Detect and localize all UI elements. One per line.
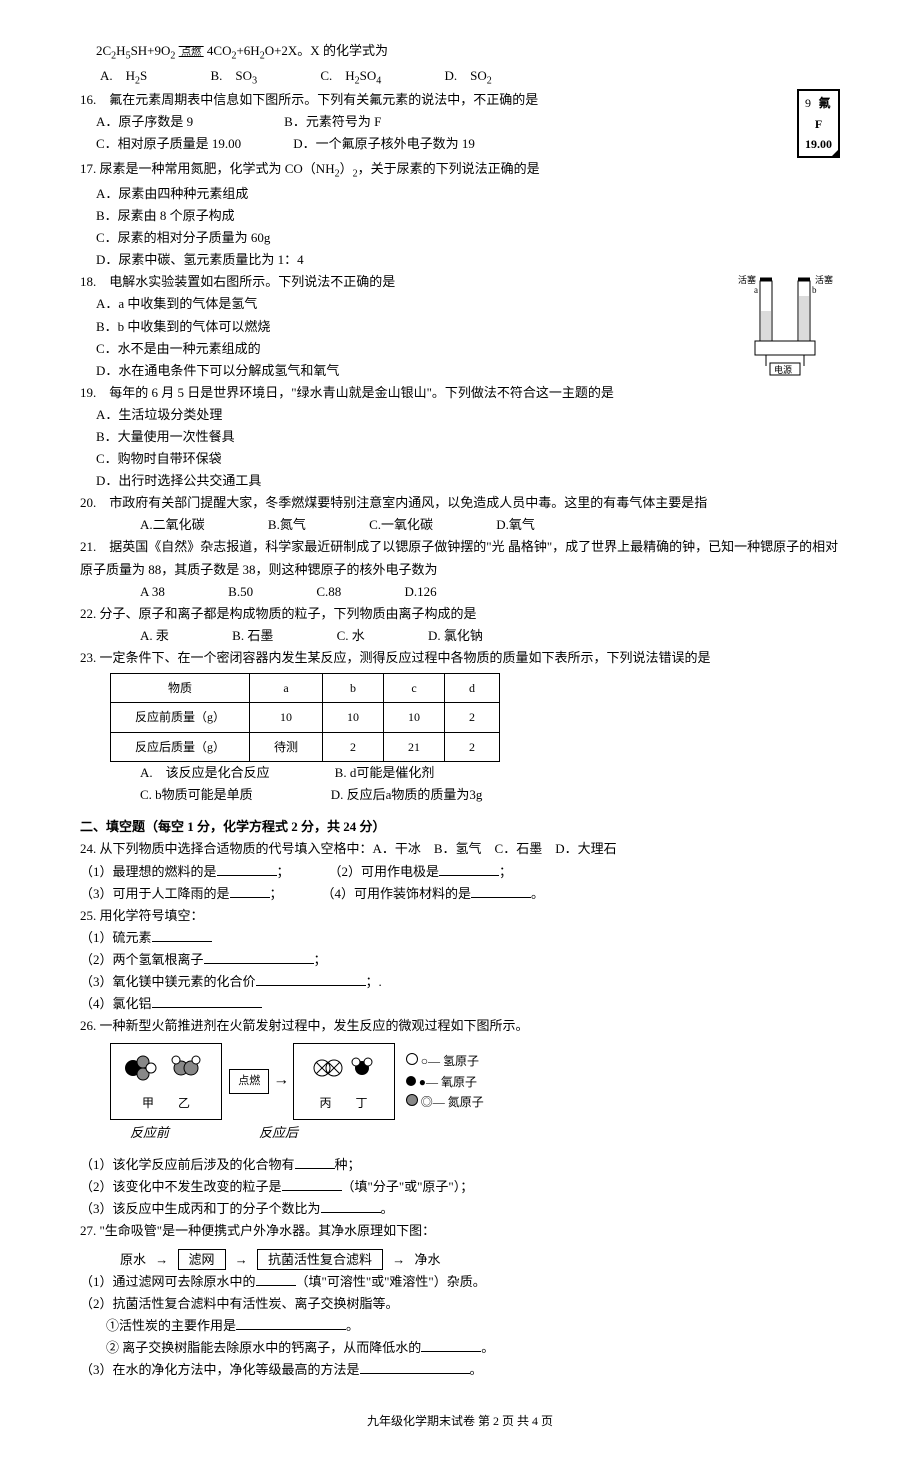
- page-footer: 九年级化学期末试卷 第 2 页 共 4 页: [80, 1411, 840, 1431]
- q24-text: 24. 从下列物质中选择合适物质的代号填入空格中：A．干冰 B．氢气 C．石墨 …: [80, 838, 840, 860]
- q16-opts: A．原子序数是 9 B．元素符号为 F C．相对原子质量是 19.00 D．一个…: [80, 111, 840, 155]
- q21-text: 21. 据英国《自然》杂志报道，科学家最近研制成了以锶原子做钟摆的"光 晶格钟"…: [80, 536, 840, 580]
- q23-table: 物质 a b c d 反应前质量（g）1010102 反应后质量（g）待测221…: [110, 673, 500, 762]
- q24-parts: （1）最理想的燃料的是； （2）可用作电极是； （3）可用于人工降雨的是； （4…: [80, 861, 840, 905]
- q19-text: 19. 每年的 6 月 5 日是世界环境日，"绿水青山就是金山银山"。下列做法不…: [80, 382, 840, 404]
- q23-text: 23. 一定条件下、在一个密闭容器内发生某反应，测得反应过程中各物质的质量如下表…: [80, 647, 840, 669]
- q21-opts: A 38 B.50 C.88 D.126: [80, 581, 840, 603]
- q22-opts: A. 汞 B. 石墨 C. 水 D. 氯化钠: [80, 625, 840, 647]
- svg-text:活塞: 活塞: [815, 274, 833, 285]
- q23-opts: A. 该反应是化合反应 B. d可能是催化剂 C. b物质可能是单质 D. 反应…: [80, 762, 840, 806]
- q18-text: 18. 电解水实验装置如右图所示。下列说法不正确的是: [80, 271, 840, 293]
- q26-parts: （1）该化学反应前后涉及的化合物有种； （2）该变化中不发生改变的粒子是（填"分…: [80, 1154, 840, 1220]
- q26-text: 26. 一种新型火箭推进剂在火箭发射过程中，发生反应的微观过程如下图所示。: [80, 1015, 840, 1037]
- q22-text: 22. 分子、原子和离子都是构成物质的粒子，下列物质由离子构成的是: [80, 603, 840, 625]
- q20-text: 20. 市政府有关部门提醒大家，冬季燃煤要特别注意室内通风，以免造成人员中毒。这…: [80, 492, 840, 514]
- q25-parts: （1）硫元素 （2）两个氢氧根离子； （3）氧化镁中镁元素的化合价；. （4）氯…: [80, 927, 840, 1015]
- q25-text: 25. 用化学符号填空：: [80, 905, 840, 927]
- section2-title: 二、填空题（每空 1 分，化学方程式 2 分，共 24 分）: [80, 816, 840, 838]
- flowchart: 原水 → 滤网 → 抗菌活性复合滤料 → 净水: [120, 1249, 840, 1271]
- svg-text:a: a: [754, 285, 758, 295]
- electrolysis-figure: 活塞 活塞 a b 电源: [730, 271, 840, 381]
- svg-text:电源: 电源: [774, 364, 792, 375]
- q19-opts: A．生活垃圾分类处理 B．大量使用一次性餐具 C．购物时自带环保袋 D．出行时选…: [80, 404, 840, 492]
- q16-text: 16. 氟在元素周期表中信息如下图所示。下列有关氟元素的说法中，不正确的是: [80, 89, 840, 111]
- svg-text:活塞: 活塞: [738, 274, 756, 285]
- q27-text: 27. "生命吸管"是一种便携式户外净水器。其净水原理如下图：: [80, 1220, 840, 1242]
- fluorine-element-box: 9 氟 F 19.00: [797, 89, 840, 158]
- q27-parts: （1）通过滤网可去除原水中的（填"可溶性"或"难溶性"）杂质。 （2）抗菌活性复…: [80, 1271, 840, 1381]
- q17-opts: A．尿素由四种种元素组成 B．尿素由 8 个原子构成 C．尿素的相对分子质量为 …: [80, 183, 840, 271]
- reaction-figure: 甲 乙 点燃→ 丙 丁 ○— 氢原子 ●— 氧原子 ◎— 氮原子 反应前反应后: [110, 1043, 840, 1144]
- q15-formula: 2C2H5SH+9O2 点燃 4CO2+6H2O+2X。X 的化学式为: [80, 40, 840, 65]
- svg-text:b: b: [812, 285, 817, 295]
- q15-options: A. H2S B. SO3 C. H2SO4 D. SO2: [80, 65, 840, 90]
- q20-opts: A.二氧化碳 B.氮气 C.一氧化碳 D.氧气: [80, 514, 840, 536]
- q17-text: 17. 尿素是一种常用氮肥，化学式为 CO（NH2）2，关于尿素的下列说法正确的…: [80, 158, 840, 183]
- q18-opts: A．a 中收集到的气体是氢气 B．b 中收集到的气体可以燃烧 C．水不是由一种元…: [80, 293, 840, 381]
